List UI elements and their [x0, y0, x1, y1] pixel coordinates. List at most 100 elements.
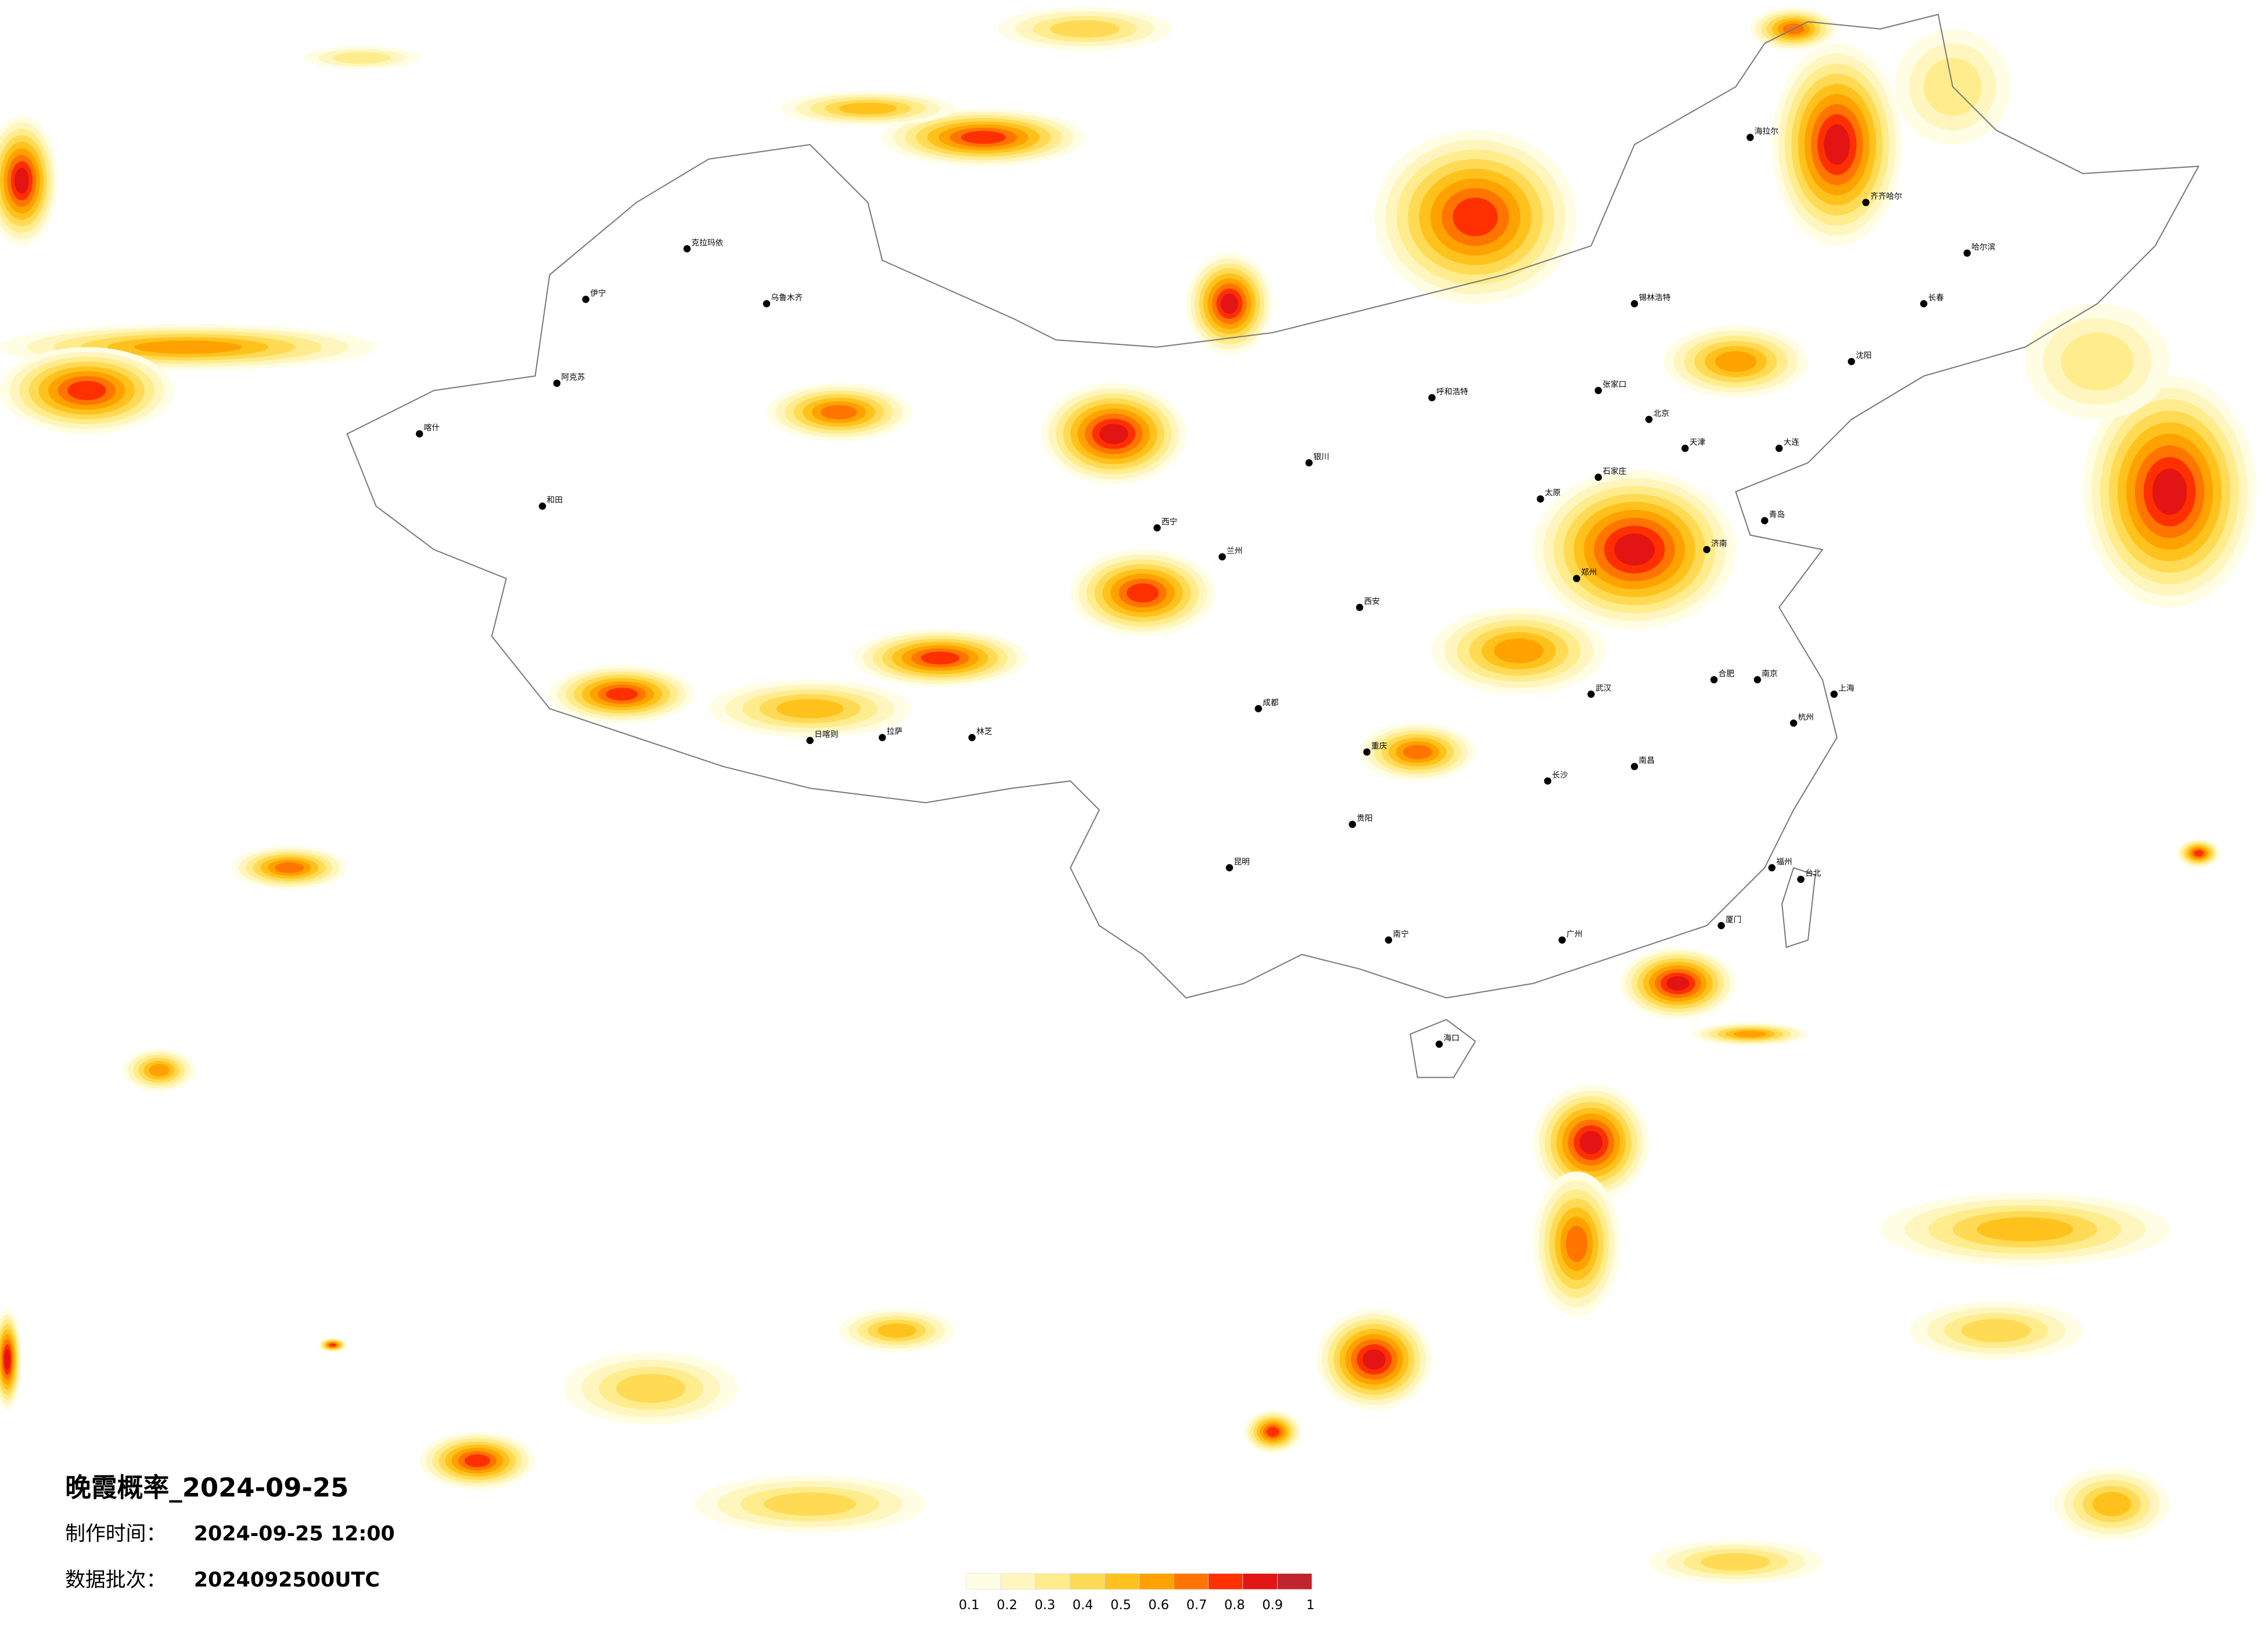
- info-value: 2024-09-25 12:00: [194, 1522, 395, 1545]
- city-label: 喀什: [424, 423, 440, 433]
- city-label: 拉萨: [887, 727, 903, 736]
- city-label: 张家口: [1602, 379, 1626, 389]
- city-dot: [538, 502, 547, 510]
- city-label: 乌鲁木齐: [771, 293, 803, 303]
- city-dot: [1225, 864, 1234, 872]
- city-dot: [1830, 690, 1838, 698]
- info-label: 制作时间：: [65, 1522, 166, 1545]
- city-dot: [1558, 936, 1566, 944]
- city-dot: [1594, 473, 1602, 481]
- city-dot: [1537, 495, 1544, 503]
- probability-area: [1494, 638, 1544, 664]
- island-outline: [1410, 866, 1816, 1078]
- city-dot: [878, 733, 886, 742]
- country-outline: [346, 13, 2200, 999]
- probability-area: [464, 1454, 490, 1467]
- legend-swatch: [1277, 1573, 1313, 1590]
- probability-area: [1666, 976, 1690, 991]
- city-dot: [1717, 922, 1725, 930]
- probability-area: [921, 652, 959, 665]
- city-dot: [1594, 387, 1602, 394]
- legend-swatch: [1138, 1573, 1174, 1590]
- city-label: 阿克苏: [561, 373, 585, 382]
- city-dot: [1349, 821, 1356, 828]
- city-dot: [806, 736, 814, 744]
- probability-area: [961, 131, 1007, 144]
- probability-area: [776, 699, 844, 718]
- city-label: 克拉玛依: [691, 238, 723, 247]
- city-label: 和田: [547, 496, 562, 505]
- city-label: 青岛: [1769, 510, 1785, 520]
- city-label: 上海: [1838, 684, 1854, 693]
- city-dot: [1435, 1040, 1443, 1048]
- probability-area: [332, 52, 391, 64]
- city-label: 南昌: [1639, 756, 1655, 765]
- probability-area: [329, 1343, 336, 1347]
- legend-swatch: [1035, 1573, 1070, 1590]
- probability-area: [67, 380, 106, 401]
- city-dot: [1219, 553, 1226, 561]
- city-label: 成都: [1263, 698, 1279, 707]
- probability-area: [2152, 468, 2187, 515]
- probability-area: [1565, 1225, 1588, 1262]
- city-label: 太原: [1545, 488, 1561, 498]
- probability-area: [1403, 744, 1432, 760]
- legend-swatch: [1207, 1573, 1243, 1590]
- probability-area: [1362, 1349, 1386, 1370]
- legend-label: 0.9: [1262, 1598, 1283, 1613]
- city-dot: [1753, 676, 1762, 684]
- city-dot: [1356, 603, 1364, 611]
- probability-area: [839, 102, 897, 114]
- city-dot: [1630, 300, 1638, 308]
- legend-swatch: [1173, 1573, 1209, 1590]
- city-dot: [1544, 777, 1551, 785]
- city-dot: [1573, 574, 1580, 582]
- city-label: 长沙: [1552, 771, 1568, 780]
- probability-area: [149, 1064, 170, 1077]
- city-label: 台北: [1805, 869, 1821, 878]
- city-label: 呼和浩特: [1436, 387, 1468, 397]
- city-label: 昆明: [1234, 857, 1249, 866]
- info-label: 数据批次：: [65, 1569, 166, 1592]
- probability-area: [2092, 1492, 2132, 1516]
- legend-label: 0.7: [1187, 1598, 1207, 1613]
- probability-area: [1220, 293, 1238, 314]
- city-dot: [1920, 300, 1928, 308]
- city-dot: [553, 379, 561, 387]
- city-dot: [1746, 134, 1754, 141]
- city-label: 天津: [1690, 438, 1706, 447]
- probability-area: [4, 1349, 10, 1370]
- city-label: 济南: [1711, 539, 1727, 548]
- city-dot: [1848, 358, 1855, 365]
- probability-area: [275, 862, 304, 873]
- probability-area: [616, 1373, 686, 1403]
- probability-area: [821, 405, 857, 420]
- city-dot: [1681, 444, 1689, 452]
- city-dot: [1862, 199, 1870, 206]
- city-label: 哈尔滨: [1971, 243, 1995, 252]
- city-label: 南京: [1762, 670, 1777, 679]
- city-label: 福州: [1776, 857, 1792, 866]
- city-label: 大连: [1784, 438, 1800, 447]
- map-title: 晚霞概率_2024-09-25: [65, 1472, 348, 1503]
- city-dot: [1797, 875, 1805, 883]
- probability-area: [1701, 1553, 1771, 1571]
- probability-area: [1961, 1319, 2031, 1343]
- city-dot: [1630, 762, 1638, 771]
- legend-label: 0.4: [1073, 1598, 1094, 1613]
- legend-swatch: [1104, 1573, 1140, 1590]
- probability-area: [134, 340, 242, 354]
- info-value: 2024092500UTC: [194, 1569, 380, 1592]
- city-label: 齐齐哈尔: [1870, 192, 1902, 202]
- city-label: 贵阳: [1357, 814, 1372, 823]
- city-dot: [1587, 690, 1595, 698]
- probability-area: [1976, 1217, 2073, 1242]
- city-dot: [1645, 416, 1653, 423]
- legend-label: 1: [1306, 1598, 1314, 1613]
- legend-swatch: [966, 1573, 1001, 1590]
- city-dot: [1363, 748, 1371, 756]
- probability-area: [606, 688, 638, 701]
- probability-area: [1733, 1030, 1767, 1038]
- city-label: 杭州: [1798, 713, 1814, 722]
